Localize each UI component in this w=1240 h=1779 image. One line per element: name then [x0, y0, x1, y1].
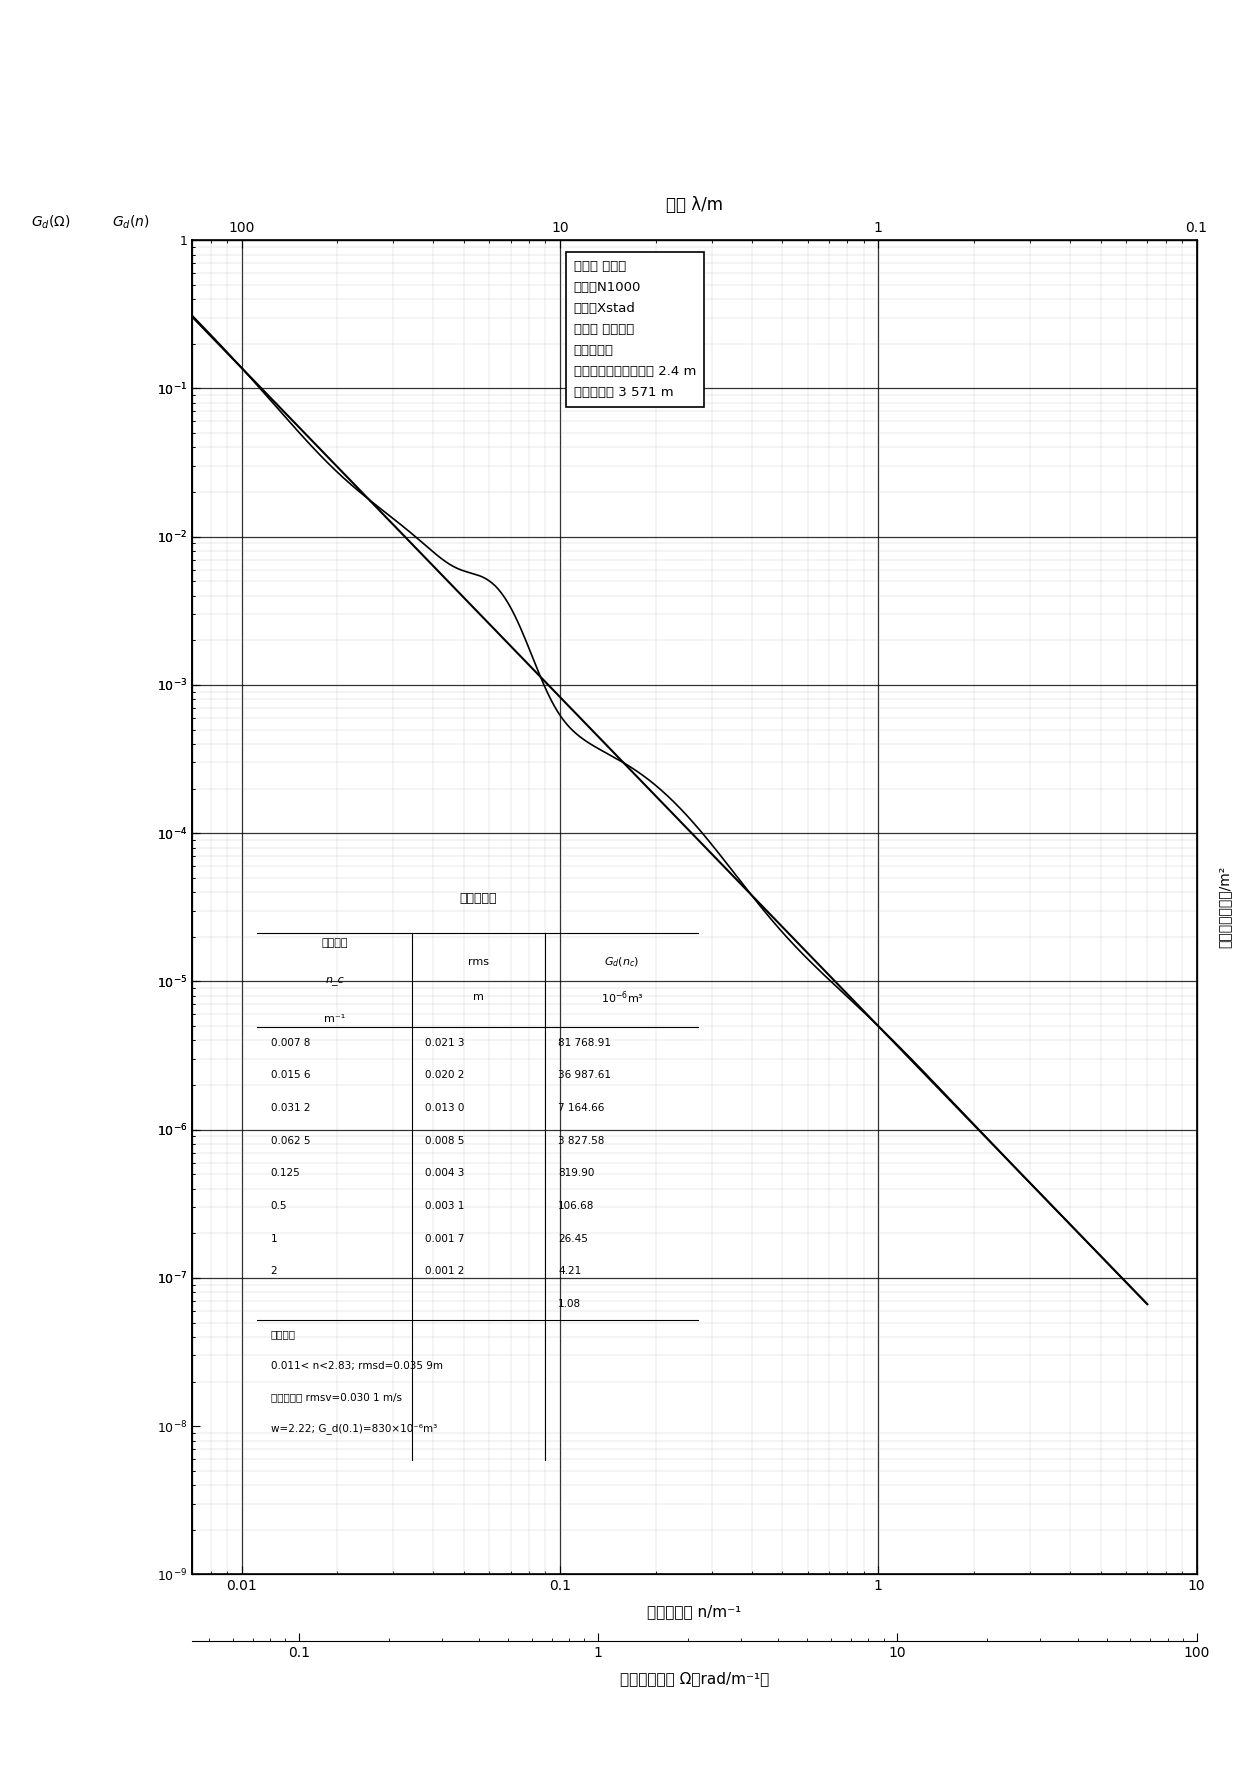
Text: 106.68: 106.68	[558, 1201, 594, 1211]
Text: n_c: n_c	[325, 975, 345, 984]
Text: 0.125: 0.125	[270, 1169, 300, 1178]
Text: 0.013 0: 0.013 0	[425, 1103, 465, 1114]
Text: 819.90: 819.90	[558, 1169, 594, 1178]
Text: 0.001 7: 0.001 7	[425, 1233, 465, 1244]
X-axis label: 角空间频率， Ω（rad/m⁻¹）: 角空间频率， Ω（rad/m⁻¹）	[620, 1670, 769, 1686]
X-axis label: 波长 λ/m: 波长 λ/m	[666, 196, 723, 213]
Text: 7 164.66: 7 164.66	[558, 1103, 604, 1114]
Text: 一般描述: 一般描述	[270, 1329, 296, 1340]
Text: rms: rms	[467, 957, 489, 968]
Text: 0.062 5: 0.062 5	[270, 1135, 310, 1146]
Text: 1.08: 1.08	[558, 1299, 582, 1309]
Text: 国家： 比利时
道路：N1000
地点：Xstad
方向： 由北到南
混凝土公路
轮辙到右面路边距离： 2.4 m
行驶距离： 3 571 m: 国家： 比利时 道路：N1000 地点：Xstad 方向： 由北到南 混凝土公路…	[574, 260, 696, 398]
Text: w=2.22; G_d(0.1)=830×10⁻⁶m³: w=2.22; G_d(0.1)=830×10⁻⁶m³	[270, 1423, 436, 1434]
Text: $10^{-6}$m³: $10^{-6}$m³	[600, 989, 644, 1005]
Text: 0.003 1: 0.003 1	[425, 1201, 465, 1211]
Text: 36 987.61: 36 987.61	[558, 1071, 611, 1080]
Text: 0.007 8: 0.007 8	[270, 1037, 310, 1048]
Text: 线性拟合： rmsv=0.030 1 m/s: 线性拟合： rmsv=0.030 1 m/s	[270, 1393, 402, 1402]
Text: 0.020 2: 0.020 2	[425, 1071, 465, 1080]
Text: 0.5: 0.5	[270, 1201, 288, 1211]
Text: 0.015 6: 0.015 6	[270, 1071, 310, 1080]
Text: 0.011< n<2.83; rmsd=0.035 9m: 0.011< n<2.83; rmsd=0.035 9m	[270, 1361, 443, 1372]
Text: $G_d(n)$: $G_d(n)$	[112, 213, 149, 231]
Text: 0.004 3: 0.004 3	[425, 1169, 465, 1178]
Text: 0.021 3: 0.021 3	[425, 1037, 465, 1048]
Text: 0.008 5: 0.008 5	[425, 1135, 465, 1146]
Text: 3 827.58: 3 827.58	[558, 1135, 604, 1146]
Text: m⁻¹: m⁻¹	[324, 1014, 346, 1023]
Text: 倍频程描述: 倍频程描述	[460, 891, 497, 904]
Text: $G_d(n_c)$: $G_d(n_c)$	[604, 955, 640, 970]
Text: $G_d(\Omega)$: $G_d(\Omega)$	[31, 213, 71, 231]
Text: 0.001 2: 0.001 2	[425, 1267, 465, 1276]
Text: 4.21: 4.21	[558, 1267, 582, 1276]
Text: 1: 1	[270, 1233, 278, 1244]
Y-axis label: 位移功率谱密度/m²: 位移功率谱密度/m²	[1218, 866, 1231, 948]
X-axis label: 空间频率， n/m⁻¹: 空间频率， n/m⁻¹	[647, 1605, 742, 1619]
Text: 中心频率: 中心频率	[321, 939, 348, 948]
Text: 26.45: 26.45	[558, 1233, 588, 1244]
Text: m: m	[472, 993, 484, 1002]
Text: 2: 2	[270, 1267, 278, 1276]
Text: 81 768.91: 81 768.91	[558, 1037, 611, 1048]
Text: 0.031 2: 0.031 2	[270, 1103, 310, 1114]
